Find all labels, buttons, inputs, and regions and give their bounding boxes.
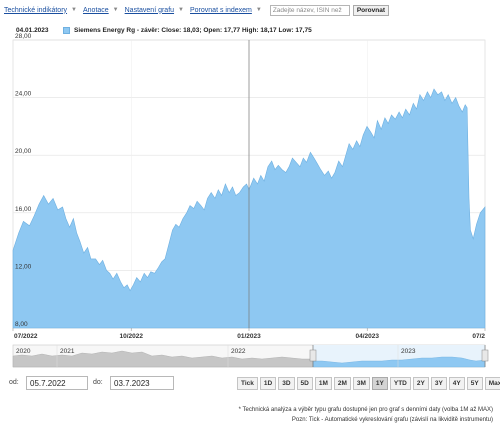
from-label: od: — [9, 379, 19, 386]
navigator-right-handle[interactable] — [481, 349, 489, 362]
y-tick-label: 12,00 — [15, 263, 32, 270]
range-button-4y[interactable]: 4Y — [448, 377, 465, 390]
x-tick-label: 01/2023 — [237, 333, 261, 340]
x-tick-label: 10/2022 — [119, 333, 143, 340]
range-button-3m[interactable]: 3M — [352, 377, 370, 390]
chevron-down-icon: ▼ — [71, 7, 77, 13]
range-button-max[interactable]: Max — [484, 377, 500, 390]
range-button-2y[interactable]: 2Y — [412, 377, 429, 390]
to-label: do: — [93, 379, 103, 386]
range-button-5d[interactable]: 5D — [296, 377, 313, 390]
range-button-tick[interactable]: Tick — [237, 377, 258, 390]
navigator-left-handle[interactable] — [309, 349, 317, 362]
navigator-selection-area — [312, 356, 486, 368]
chart-toolbar: Technické indikátory ▼ Anotace ▼ Nastavení… — [4, 3, 389, 17]
range-buttons: Tick 1D 3D 5D 1M 2M 3M 1Y YTD 2Y 3Y 4Y 5… — [237, 377, 500, 390]
navigator-label-2023: 2023 — [401, 348, 416, 355]
navigator-label-2020: 2020 — [16, 348, 31, 355]
y-tick-label: 24,00 — [15, 91, 32, 98]
chevron-down-icon: ▼ — [112, 7, 119, 13]
instrument-search-input[interactable] — [269, 4, 350, 16]
annotation-link[interactable]: Anotace — [82, 6, 109, 14]
y-tick-label: 28,00 — [15, 33, 32, 40]
from-date-input[interactable] — [26, 376, 88, 390]
footnote-tick: Pozn: Tick - Automatické vykreslování gr… — [291, 417, 493, 423]
range-button-1y[interactable]: 1Y — [371, 377, 388, 390]
x-tick-label: 07/2022 — [14, 333, 38, 340]
navigator-label-2022: 2022 — [231, 348, 246, 355]
range-button-3d[interactable]: 3D — [278, 377, 295, 390]
legend-swatch — [63, 27, 70, 34]
range-button-5y[interactable]: 5Y — [466, 377, 483, 390]
chart-settings-link[interactable]: Nastavení grafu — [124, 6, 175, 14]
to-date-input[interactable] — [110, 376, 174, 390]
y-tick-label: 20,00 — [15, 148, 32, 155]
date-range-bar: od: do: Tick 1D 3D 5D 1M 2M 3M 1Y YTD 2Y… — [0, 375, 500, 393]
range-button-2m[interactable]: 2M — [333, 377, 351, 390]
compare-button[interactable]: Porovnat — [352, 4, 389, 16]
legend-text: Siemens Energy Rg - závěr: Close: 18,03;… — [74, 27, 312, 34]
legend-date: 04.01.2023 — [16, 27, 49, 34]
navigator-label-2021: 2021 — [60, 348, 75, 355]
compare-index-link[interactable]: Porovnat s indexem — [190, 6, 252, 14]
y-tick-label: 8,00 — [15, 321, 28, 328]
range-button-1m[interactable]: 1M — [314, 377, 332, 390]
range-button-3y[interactable]: 3Y — [430, 377, 447, 390]
footnote-technical-analysis: * Technická analýza a výběr typu grafu d… — [238, 407, 493, 413]
technical-indicators-link[interactable]: Technické indikátory — [4, 6, 68, 14]
x-tick-label: 04/2023 — [355, 333, 379, 340]
x-tick-label: 07/2 — [472, 333, 485, 340]
range-button-1d[interactable]: 1D — [259, 377, 277, 390]
y-tick-label: 16,00 — [15, 206, 32, 213]
chevron-down-icon: ▼ — [178, 7, 184, 13]
range-button-ytd[interactable]: YTD — [389, 377, 411, 390]
price-chart[interactable]: 8,00 12,00 16,00 20,00 24,00 28,00 07/2022 10/… — [0, 0, 500, 375]
chevron-down-icon: ▼ — [255, 7, 262, 13]
navigator[interactable]: 2020 2021 2022 2023 — [12, 344, 489, 368]
